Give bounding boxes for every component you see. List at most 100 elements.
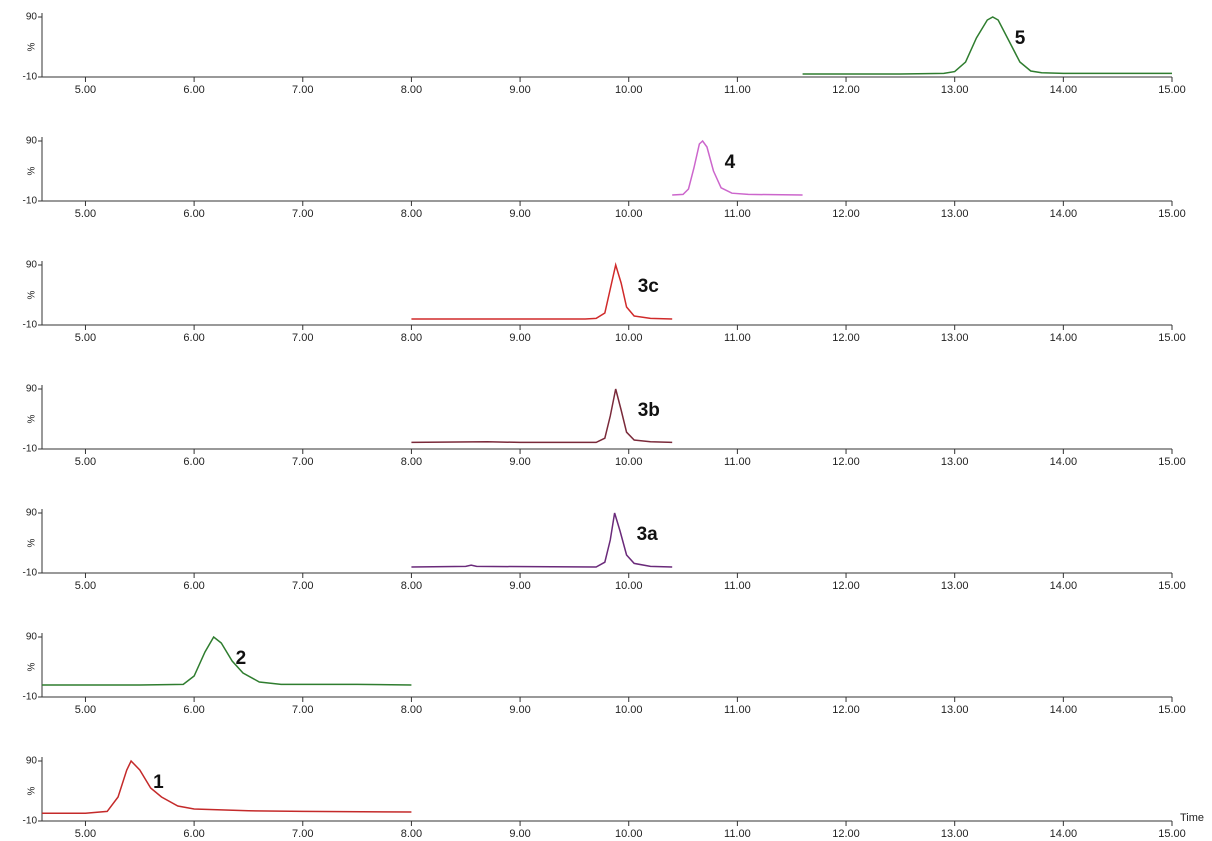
- x-tick-label: 7.00: [292, 456, 313, 468]
- x-tick-label: 11.00: [724, 456, 751, 468]
- x-tick-label: 8.00: [401, 828, 422, 840]
- x-tick-label: 11.00: [724, 704, 751, 716]
- x-tick-label: 10.00: [615, 208, 643, 220]
- y-tick-label: 90: [26, 136, 38, 147]
- x-tick-label: 13.00: [941, 704, 969, 716]
- x-tick-label: 10.00: [615, 332, 643, 344]
- peak-label: 1: [153, 772, 164, 793]
- peak-label: 3c: [638, 276, 660, 297]
- x-tick-label: 12.00: [832, 828, 860, 840]
- x-tick-label: 12.00: [832, 332, 860, 344]
- x-tick-label: 9.00: [509, 828, 530, 840]
- panel: -10 90% 5.00 6.00 7.00 8.00 9.00 10.00 11.00 12.0…: [23, 260, 1186, 344]
- panel: -10 90% 5.00 6.00 7.00 8.00 9.00 10.00 11.00 12.0…: [23, 384, 1186, 468]
- x-tick-label: 10.00: [615, 704, 643, 716]
- y-axis-label: %: [27, 662, 38, 671]
- x-tick-label: 11.00: [724, 332, 751, 344]
- y-axis-label: %: [27, 538, 38, 547]
- x-tick-label: 7.00: [292, 332, 313, 344]
- x-tick-label: 14.00: [1050, 828, 1078, 840]
- x-tick-label: 15.00: [1158, 84, 1186, 96]
- x-tick-label: 10.00: [615, 456, 643, 468]
- trace: [802, 16, 1172, 75]
- y-tick-label: 90: [26, 384, 38, 395]
- y-tick-label: 90: [26, 508, 38, 519]
- x-tick-label: 15.00: [1158, 332, 1186, 344]
- peak-label: 2: [236, 648, 247, 669]
- y-tick-label: 90: [26, 12, 38, 23]
- x-tick-label: 14.00: [1050, 208, 1078, 220]
- x-tick-label: 15.00: [1158, 704, 1186, 716]
- x-tick-label: 11.00: [724, 580, 751, 592]
- x-tick-label: 13.00: [941, 332, 969, 344]
- x-tick-label: 5.00: [75, 332, 96, 344]
- x-tick-label: 14.00: [1050, 580, 1078, 592]
- x-tick-label: 13.00: [941, 456, 969, 468]
- y-tick-label: -10: [23, 444, 38, 455]
- panel: -10 90% 5.00 6.00 7.00 8.00 9.00 10.00 11.00 12.0…: [23, 12, 1186, 96]
- x-tick-label: 5.00: [75, 580, 96, 592]
- x-tick-label: 9.00: [509, 580, 530, 592]
- x-tick-label: 11.00: [724, 84, 751, 96]
- x-tick-label: 12.00: [832, 704, 860, 716]
- x-tick-label: 6.00: [183, 84, 204, 96]
- x-tick-label: 12.00: [832, 84, 860, 96]
- y-axis-label: %: [27, 786, 38, 795]
- x-tick-label: 5.00: [75, 456, 96, 468]
- x-tick-label: 5.00: [75, 208, 96, 220]
- x-tick-label: 10.00: [615, 84, 643, 96]
- y-tick-label: -10: [23, 816, 38, 827]
- x-tick-label: 13.00: [941, 208, 969, 220]
- x-tick-label: 9.00: [509, 456, 530, 468]
- y-axis-label: %: [27, 414, 38, 423]
- x-tick-label: 6.00: [183, 332, 204, 344]
- x-tick-label: 8.00: [401, 704, 422, 716]
- y-axis-label: %: [27, 42, 38, 51]
- x-tick-label: 12.00: [832, 580, 860, 592]
- y-tick-label: 90: [26, 756, 38, 767]
- x-tick-label: 6.00: [183, 704, 204, 716]
- x-tick-label: 10.00: [615, 828, 643, 840]
- panel: -10 90% 5.00 6.00 7.00 8.00 9.00 10.00 11.00 12.0…: [23, 756, 1205, 840]
- x-tick-label: 7.00: [292, 208, 313, 220]
- x-tick-label: 6.00: [183, 828, 204, 840]
- trace: [411, 512, 673, 568]
- trace: [411, 388, 673, 444]
- x-tick-label: 5.00: [75, 704, 96, 716]
- y-tick-label: -10: [23, 196, 38, 207]
- y-tick-label: 90: [26, 260, 38, 271]
- x-tick-label: 15.00: [1158, 580, 1186, 592]
- x-tick-label: 14.00: [1050, 704, 1078, 716]
- x-tick-label: 9.00: [509, 704, 530, 716]
- panel: -10 90% 5.00 6.00 7.00 8.00 9.00 10.00 11.00 12.0…: [23, 632, 1186, 716]
- x-tick-label: 7.00: [292, 704, 313, 716]
- x-tick-label: 10.00: [615, 580, 643, 592]
- trace: [42, 759, 412, 814]
- x-tick-label: 8.00: [401, 84, 422, 96]
- x-tick-label: 8.00: [401, 456, 422, 468]
- y-axis-label: %: [27, 290, 38, 299]
- trace: [411, 262, 673, 320]
- x-tick-label: 9.00: [509, 84, 530, 96]
- x-tick-label: 9.00: [509, 208, 530, 220]
- x-tick-label: 7.00: [292, 580, 313, 592]
- x-tick-label: 6.00: [183, 456, 204, 468]
- peak-label: 3a: [637, 524, 659, 545]
- peak-label: 3b: [638, 400, 660, 421]
- x-tick-label: 8.00: [401, 580, 422, 592]
- x-tick-label: 11.00: [724, 828, 751, 840]
- x-axis-label: Time: [1180, 812, 1204, 824]
- x-tick-label: 11.00: [724, 208, 751, 220]
- x-tick-label: 14.00: [1050, 332, 1078, 344]
- x-tick-label: 5.00: [75, 828, 96, 840]
- peak-label: 4: [725, 152, 736, 173]
- panel: -10 90% 5.00 6.00 7.00 8.00 9.00 10.00 11.00 12.0…: [23, 136, 1186, 220]
- x-tick-label: 13.00: [941, 828, 969, 840]
- panel: -10 90% 5.00 6.00 7.00 8.00 9.00 10.00 11.00 12.0…: [23, 508, 1186, 592]
- y-tick-label: 90: [26, 632, 38, 643]
- x-tick-label: 15.00: [1158, 828, 1186, 840]
- x-tick-label: 6.00: [183, 208, 204, 220]
- x-tick-label: 14.00: [1050, 84, 1078, 96]
- y-tick-label: -10: [23, 72, 38, 83]
